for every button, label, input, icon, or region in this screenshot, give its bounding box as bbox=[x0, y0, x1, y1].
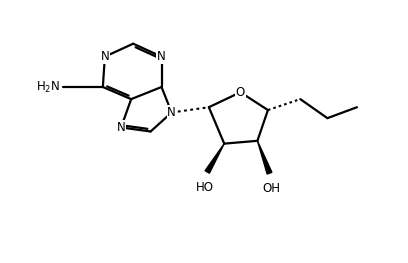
Text: N: N bbox=[157, 50, 166, 63]
Text: OH: OH bbox=[263, 182, 281, 195]
Text: O: O bbox=[236, 86, 245, 99]
Polygon shape bbox=[257, 141, 272, 174]
Polygon shape bbox=[205, 144, 224, 173]
Text: H$_2$N: H$_2$N bbox=[36, 79, 60, 94]
Text: N: N bbox=[100, 50, 109, 63]
Text: HO: HO bbox=[196, 181, 214, 194]
Text: N: N bbox=[117, 121, 125, 134]
Text: N: N bbox=[167, 106, 176, 119]
